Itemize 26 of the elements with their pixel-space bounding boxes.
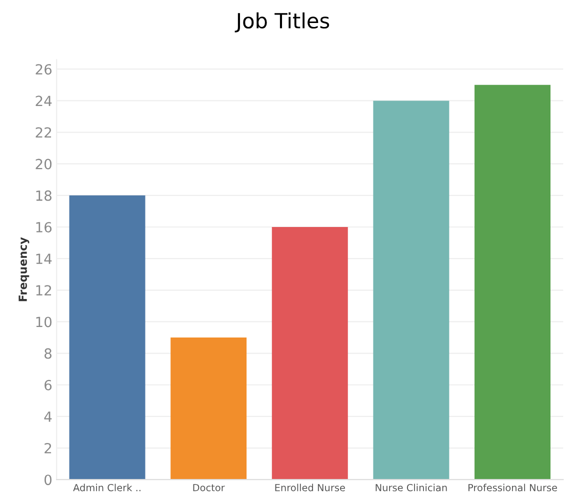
bar [474,84,551,480]
y-tick-label: 2 [44,442,52,454]
y-tick-label: 20 [36,158,52,170]
y-tick-label: 10 [36,316,52,328]
bar [69,195,146,480]
y-tick-label: 16 [36,222,52,232]
y-tick-label: 26 [36,64,52,75]
y-axis-title: Frequency [18,237,30,302]
x-tick-label: Nurse Clinician [376,484,447,492]
y-tick-label: 4 [44,412,52,422]
bar [373,100,450,480]
y-tick-label: 8 [44,348,52,359]
y-tick-label: 0 [44,474,52,486]
y-tick-label: 18 [36,190,52,201]
x-tick-label: Admin Clerk .. [73,484,140,492]
y-tick-label: 24 [36,96,52,106]
x-tick-label: Doctor [193,484,225,492]
y-tick-label: 14 [36,254,52,264]
x-tick-label: Professional Nurse [468,484,557,492]
x-tick-label: Enrolled Nurse [275,484,345,492]
y-tick-label: 22 [36,127,52,138]
y-tick-label: 12 [36,285,52,296]
y-tick-label: 6 [44,380,52,390]
bar [170,338,247,480]
chart-title: Job Titles [234,12,330,32]
bar [272,226,348,480]
